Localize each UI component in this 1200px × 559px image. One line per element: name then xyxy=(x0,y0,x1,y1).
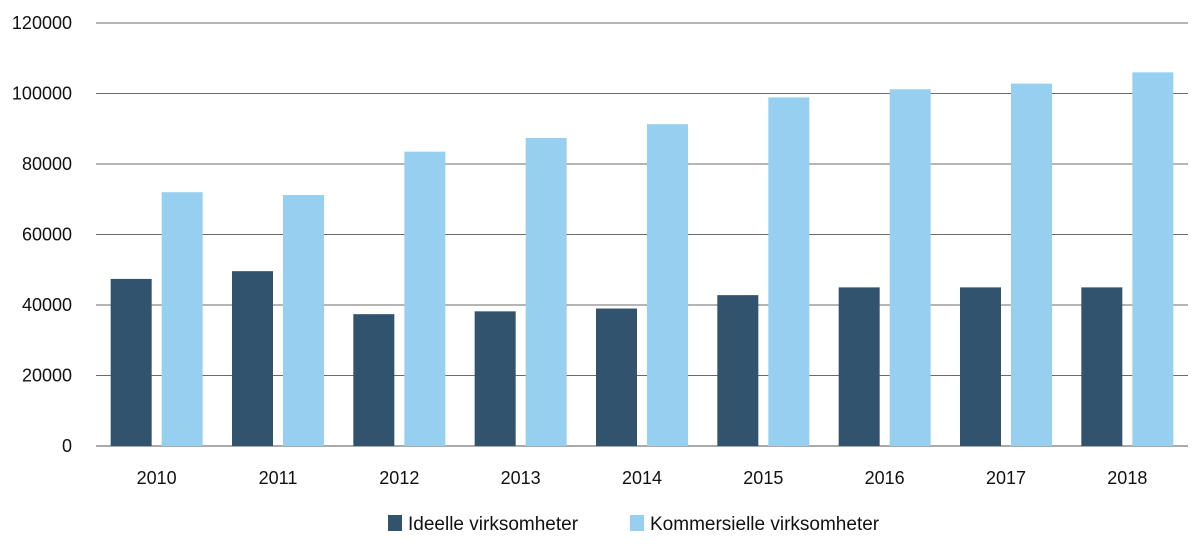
x-axis-tick-labels: 2010 2011 2012 2013 2014 2015 2016 2017 2018 xyxy=(137,468,1148,488)
y-axis-tick-labels: 0 20000 40000 60000 80000 100000 120000 xyxy=(12,13,72,456)
legend: Ideelle virksomheter Kommersielle virkso… xyxy=(388,514,880,535)
bar-ideelle-2011 xyxy=(232,271,273,446)
x-tick-label-2014: 2014 xyxy=(622,468,662,488)
bar-ideelle-2016 xyxy=(838,287,880,446)
bar-kommersielle-2017 xyxy=(1011,83,1052,446)
legend-swatch-kommersielle xyxy=(630,515,644,531)
y-tick-label: 40000 xyxy=(22,295,72,315)
x-tick-label-2018: 2018 xyxy=(1107,468,1147,488)
bar-kommersielle-2014 xyxy=(647,124,688,446)
y-tick-label: 60000 xyxy=(22,225,72,245)
bar-kommersielle-2013 xyxy=(525,137,567,447)
x-tick-label-2010: 2010 xyxy=(137,468,177,488)
bar-kommersielle-2012 xyxy=(404,151,446,446)
x-tick-label-2011: 2011 xyxy=(259,468,298,488)
bar-kommersielle-2018 xyxy=(1132,72,1174,446)
x-tick-label-2017: 2017 xyxy=(986,468,1026,488)
bar-ideelle-2013 xyxy=(474,311,516,446)
y-tick-label: 120000 xyxy=(12,13,72,33)
bar-kommersielle-2016 xyxy=(889,89,931,447)
bar-ideelle-2012 xyxy=(353,314,395,446)
bar-kommersielle-2010 xyxy=(161,192,203,446)
x-tick-label-2012: 2012 xyxy=(379,468,419,488)
gridlines xyxy=(96,22,1188,447)
bar-kommersielle-2011 xyxy=(283,195,324,446)
legend-label-kommersielle: Kommersielle virksomheter xyxy=(650,514,880,535)
y-tick-label: 20000 xyxy=(22,366,72,386)
y-tick-label: 80000 xyxy=(22,154,72,174)
legend-label-ideelle: Ideelle virksomheter xyxy=(408,514,579,535)
x-tick-label-2013: 2013 xyxy=(501,468,541,488)
bar-ideelle-2010 xyxy=(110,278,152,446)
y-tick-label: 100000 xyxy=(12,84,72,104)
bars xyxy=(110,72,1174,447)
bar-ideelle-2015 xyxy=(717,295,759,446)
y-tick-label: 0 xyxy=(62,436,72,456)
x-tick-label-2016: 2016 xyxy=(865,468,905,488)
x-tick-label-2015: 2015 xyxy=(743,468,783,488)
bar-ideelle-2018 xyxy=(1081,287,1123,446)
bar-ideelle-2014 xyxy=(596,308,637,446)
bar-kommersielle-2015 xyxy=(768,97,810,446)
legend-swatch-ideelle xyxy=(388,515,402,531)
bar-ideelle-2017 xyxy=(960,287,1001,446)
